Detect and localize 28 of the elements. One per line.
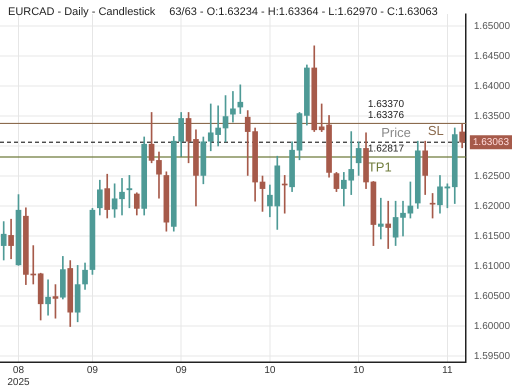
x-tick-label: 10 bbox=[264, 364, 276, 376]
candlestick bbox=[430, 193, 436, 218]
annotation: 1.62817 bbox=[368, 144, 404, 155]
y-tick-label: 1.65000 bbox=[474, 20, 510, 32]
y-tick-label: 1.64000 bbox=[474, 80, 510, 92]
y-tick-label: 1.59500 bbox=[474, 350, 510, 362]
y-tick-label: 1.63500 bbox=[474, 110, 510, 122]
x-tick-label: 10 bbox=[353, 364, 365, 376]
y-tick-label: 1.60500 bbox=[474, 290, 510, 302]
y-tick-label: 1.64500 bbox=[474, 50, 510, 62]
y-tick-label: 1.62500 bbox=[474, 170, 510, 182]
ref-line-label: SL bbox=[428, 123, 444, 138]
chart-title: EURCAD - Daily - Candlestick bbox=[8, 6, 156, 18]
y-tick-label: 1.62000 bbox=[474, 200, 510, 212]
x-tick-label: 09 bbox=[176, 364, 188, 376]
x-tick-label: 08 2025 bbox=[7, 364, 30, 388]
y-tick-label: 1.61500 bbox=[474, 230, 510, 242]
y-tick-label: 1.60000 bbox=[474, 320, 510, 332]
candlestick bbox=[230, 91, 236, 122]
x-tick-label: 11 bbox=[442, 364, 453, 376]
annotation: 1.63376 bbox=[368, 110, 404, 122]
annotation: 1.63370 bbox=[368, 99, 404, 110]
text: 1.63063 bbox=[472, 136, 510, 148]
ref-line-label: Price bbox=[381, 124, 411, 140]
chart-subtitle: 63/63 - O:1.63234 - H:1.63364 - L:1.62970 - C:1.63063 bbox=[169, 6, 438, 18]
candlestick bbox=[45, 279, 51, 316]
x-tick-label: 09 bbox=[86, 364, 98, 376]
y-tick-label: 1.61000 bbox=[474, 260, 510, 272]
